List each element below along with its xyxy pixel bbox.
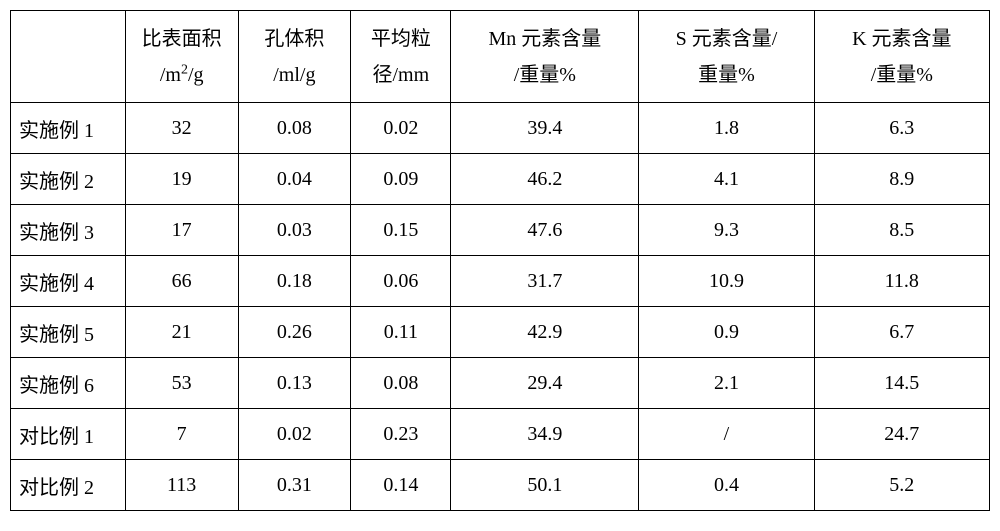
data-cell: 32 bbox=[125, 103, 238, 154]
data-cell: 0.26 bbox=[238, 307, 351, 358]
table-header: 比表面积 /m2/g 孔体积 /ml/g 平均粒 径/mm Mn 元素含量 /重… bbox=[11, 11, 990, 103]
header-cell-surface-area: 比表面积 /m2/g bbox=[125, 11, 238, 103]
data-cell: 0.9 bbox=[639, 307, 814, 358]
data-cell: 42.9 bbox=[451, 307, 639, 358]
data-cell: 1.8 bbox=[639, 103, 814, 154]
data-cell: 0.14 bbox=[351, 460, 451, 511]
header-text: 平均粒 bbox=[351, 21, 450, 57]
table-row: 实施例 1320.080.0239.41.86.3 bbox=[11, 103, 990, 154]
header-cell-k-content: K 元素含量 /重量% bbox=[814, 11, 989, 103]
data-cell: 0.23 bbox=[351, 409, 451, 460]
data-cell: 47.6 bbox=[451, 205, 639, 256]
header-cell-pore-volume: 孔体积 /ml/g bbox=[238, 11, 351, 103]
data-cell: 0.11 bbox=[351, 307, 451, 358]
data-cell: 14.5 bbox=[814, 358, 989, 409]
row-label: 对比例 2 bbox=[11, 460, 126, 511]
table-body: 实施例 1320.080.0239.41.86.3实施例 2190.040.09… bbox=[11, 103, 990, 511]
table-row: 实施例 4660.180.0631.710.911.8 bbox=[11, 256, 990, 307]
data-table: 比表面积 /m2/g 孔体积 /ml/g 平均粒 径/mm Mn 元素含量 /重… bbox=[10, 10, 990, 511]
data-cell: 0.02 bbox=[351, 103, 451, 154]
data-cell: 5.2 bbox=[814, 460, 989, 511]
data-cell: 6.7 bbox=[814, 307, 989, 358]
header-text: /重量% bbox=[815, 57, 989, 93]
table-row: 实施例 5210.260.1142.90.96.7 bbox=[11, 307, 990, 358]
data-cell: 6.3 bbox=[814, 103, 989, 154]
data-cell: 0.13 bbox=[238, 358, 351, 409]
data-cell: 0.31 bbox=[238, 460, 351, 511]
data-cell: 4.1 bbox=[639, 154, 814, 205]
data-cell: 8.5 bbox=[814, 205, 989, 256]
data-cell: 113 bbox=[125, 460, 238, 511]
header-cell-particle-size: 平均粒 径/mm bbox=[351, 11, 451, 103]
row-label: 实施例 4 bbox=[11, 256, 126, 307]
data-cell: 8.9 bbox=[814, 154, 989, 205]
data-cell: 0.03 bbox=[238, 205, 351, 256]
row-label: 实施例 2 bbox=[11, 154, 126, 205]
header-text: K 元素含量 bbox=[815, 21, 989, 57]
data-cell: / bbox=[639, 409, 814, 460]
data-cell: 11.8 bbox=[814, 256, 989, 307]
header-text: Mn 元素含量 bbox=[451, 21, 638, 57]
table-row: 实施例 2190.040.0946.24.18.9 bbox=[11, 154, 990, 205]
table-row: 对比例 170.020.2334.9/24.7 bbox=[11, 409, 990, 460]
data-cell: 53 bbox=[125, 358, 238, 409]
data-cell: 0.08 bbox=[351, 358, 451, 409]
data-cell: 66 bbox=[125, 256, 238, 307]
data-cell: 17 bbox=[125, 205, 238, 256]
row-label: 对比例 1 bbox=[11, 409, 126, 460]
header-cell-s-content: S 元素含量/ 重量% bbox=[639, 11, 814, 103]
row-label: 实施例 3 bbox=[11, 205, 126, 256]
header-text: /m2/g bbox=[126, 57, 238, 93]
data-cell: 0.02 bbox=[238, 409, 351, 460]
data-cell: 29.4 bbox=[451, 358, 639, 409]
header-cell-empty bbox=[11, 11, 126, 103]
header-text: /重量% bbox=[451, 57, 638, 93]
table-row: 对比例 21130.310.1450.10.45.2 bbox=[11, 460, 990, 511]
data-cell: 10.9 bbox=[639, 256, 814, 307]
data-cell: 21 bbox=[125, 307, 238, 358]
data-cell: 50.1 bbox=[451, 460, 639, 511]
header-text: /ml/g bbox=[239, 57, 351, 93]
data-cell: 0.15 bbox=[351, 205, 451, 256]
data-cell: 24.7 bbox=[814, 409, 989, 460]
data-cell: 34.9 bbox=[451, 409, 639, 460]
row-label: 实施例 5 bbox=[11, 307, 126, 358]
row-label: 实施例 1 bbox=[11, 103, 126, 154]
data-cell: 0.09 bbox=[351, 154, 451, 205]
data-cell: 19 bbox=[125, 154, 238, 205]
header-cell-mn-content: Mn 元素含量 /重量% bbox=[451, 11, 639, 103]
header-text: S 元素含量/ bbox=[639, 21, 813, 57]
data-cell: 39.4 bbox=[451, 103, 639, 154]
data-cell: 0.08 bbox=[238, 103, 351, 154]
header-row: 比表面积 /m2/g 孔体积 /ml/g 平均粒 径/mm Mn 元素含量 /重… bbox=[11, 11, 990, 103]
header-text: 孔体积 bbox=[239, 21, 351, 57]
data-cell: 31.7 bbox=[451, 256, 639, 307]
data-cell: 7 bbox=[125, 409, 238, 460]
row-label: 实施例 6 bbox=[11, 358, 126, 409]
data-cell: 46.2 bbox=[451, 154, 639, 205]
data-cell: 0.4 bbox=[639, 460, 814, 511]
data-cell: 9.3 bbox=[639, 205, 814, 256]
data-cell: 0.06 bbox=[351, 256, 451, 307]
header-text: 比表面积 bbox=[126, 21, 238, 57]
table-row: 实施例 6530.130.0829.42.114.5 bbox=[11, 358, 990, 409]
data-cell: 0.18 bbox=[238, 256, 351, 307]
data-cell: 2.1 bbox=[639, 358, 814, 409]
header-text: 重量% bbox=[639, 57, 813, 93]
table-row: 实施例 3170.030.1547.69.38.5 bbox=[11, 205, 990, 256]
data-cell: 0.04 bbox=[238, 154, 351, 205]
header-text: 径/mm bbox=[351, 57, 450, 93]
